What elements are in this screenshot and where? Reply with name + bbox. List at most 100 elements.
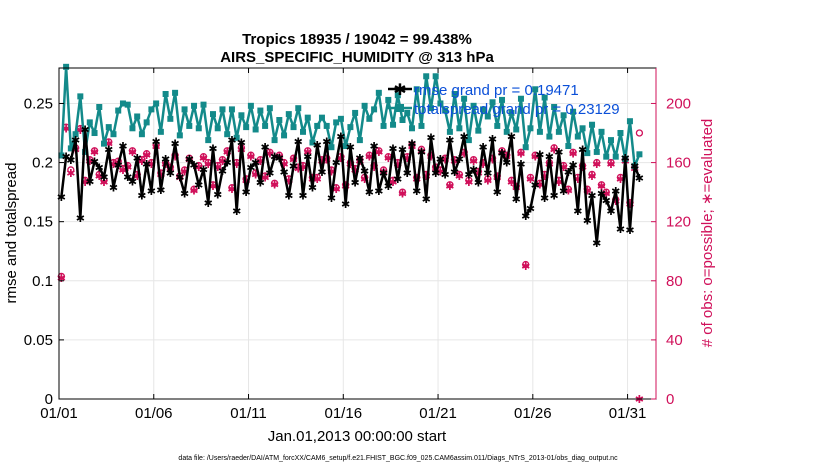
- rmse-point: ✱: [488, 134, 497, 146]
- obs-evaluated-point: ✱: [246, 152, 255, 164]
- totalspread-point: [153, 100, 160, 107]
- totalspread-point: [342, 143, 349, 150]
- obs-evaluated-point: ✱: [365, 152, 374, 164]
- rmse-point: ✱: [559, 186, 568, 198]
- totalspread-point: [233, 134, 240, 141]
- totalspread-point: [399, 117, 406, 124]
- obs-evaluated-point: ✱: [223, 147, 232, 159]
- obs-evaluated-point: ✱: [422, 171, 431, 183]
- obs-possible-point: [522, 260, 530, 269]
- obs-evaluated-point: ✱: [592, 159, 601, 171]
- obs-evaluated-point: ✱: [602, 189, 611, 201]
- obs-evaluated-point: ✱: [436, 166, 445, 178]
- y-tick-label-right: 120: [666, 214, 691, 231]
- obs-evaluated-point: ✱: [95, 171, 104, 183]
- obs-evaluated-point: ✱: [526, 174, 535, 186]
- obs-evaluated-point: ✱: [123, 162, 132, 174]
- totalspread-point: [570, 108, 577, 115]
- obs-evaluated-point: ✱: [426, 152, 435, 164]
- obs-evaluated-point: ✱: [374, 147, 383, 159]
- rmse-point: ✱: [625, 225, 634, 237]
- obs-evaluated-point: ✱: [450, 156, 459, 168]
- obs-evaluated-point: ✱: [384, 153, 393, 165]
- obs-possible-point: [531, 151, 539, 159]
- totalspread-point: [480, 106, 487, 113]
- totalspread-point: [465, 137, 472, 144]
- rmse-point: ✱: [223, 158, 232, 170]
- rmse-point: ✱: [564, 167, 573, 179]
- rmse-point: ✱: [123, 172, 132, 184]
- obs-evaluated-point: ✱: [303, 147, 312, 159]
- rmse-point: ✱: [289, 161, 298, 173]
- obs-evaluated-point: ✱: [483, 175, 492, 187]
- rmse-point: ✱: [303, 152, 312, 164]
- chart-subtitle: AIRS_SPECIFIC_HUMIDITY @ 313 hPa: [220, 49, 494, 66]
- totalspread-point: [91, 130, 98, 137]
- obs-evaluated-point: ✱: [393, 159, 402, 171]
- rmse-point: ✱: [507, 132, 516, 144]
- obs-evaluated-point: ✱: [317, 156, 326, 168]
- rmse-point: ✱: [407, 139, 416, 151]
- totalspread-point: [442, 107, 449, 114]
- obs-possible-point: [550, 144, 558, 152]
- totalspread-point: [579, 125, 586, 132]
- obs-possible-point: [218, 155, 227, 164]
- totalspread-point: [352, 109, 359, 116]
- obs-evaluated-point: ✱: [369, 162, 378, 174]
- legend-spread-marker: [396, 104, 404, 112]
- obs-evaluated-point: ✱: [332, 184, 341, 196]
- rmse-point: ✱: [242, 187, 251, 199]
- totalspread-point: [304, 114, 311, 121]
- rmse-point: ✱: [441, 169, 450, 181]
- obs-evaluated-point: ✱: [118, 165, 127, 177]
- rmse-point: ✱: [213, 189, 222, 201]
- totalspread-point: [565, 143, 572, 150]
- totalspread-point: [555, 128, 562, 135]
- obs-evaluated-point: ✱: [516, 149, 525, 161]
- totalspread-point: [470, 102, 477, 109]
- totalspread-point: [508, 109, 515, 116]
- rmse-point: ✱: [204, 198, 213, 210]
- rmse-point: ✱: [279, 167, 288, 179]
- rmse-point: ✱: [327, 193, 336, 205]
- rmse-point: ✱: [294, 136, 303, 148]
- rmse-point: ✱: [573, 206, 582, 218]
- totalspread-point: [607, 137, 614, 144]
- rmse-point: ✱: [175, 172, 184, 184]
- obs-possible-point: [484, 175, 492, 183]
- obs-evaluated-point: ✱: [322, 155, 331, 167]
- totalspread-point: [499, 96, 506, 103]
- rmse-point: ✱: [369, 141, 378, 153]
- rmse-point: ✱: [161, 154, 170, 166]
- rmse-point: ✱: [95, 162, 104, 174]
- rmse-point: ✱: [526, 204, 535, 216]
- obs-possible-point: [57, 272, 66, 281]
- obs-evaluated-point: ✱: [133, 171, 142, 183]
- obs-evaluated-point: ✱: [137, 156, 146, 168]
- rmse-point: ✱: [459, 132, 468, 144]
- rmse-point: ✱: [469, 165, 478, 177]
- totalspread-point: [200, 101, 207, 108]
- obs-evaluated-point: ✱: [189, 186, 198, 198]
- totalspread-point: [366, 115, 373, 122]
- rmse-point: ✱: [445, 135, 454, 147]
- totalspread-point: [176, 132, 183, 139]
- obs-evaluated-point: ✱: [531, 152, 540, 164]
- obs-evaluated-point: ✱: [265, 149, 274, 161]
- rmse-point: ✱: [336, 132, 345, 144]
- rmse-point: ✱: [502, 158, 511, 170]
- rmse-point: ✱: [317, 167, 326, 179]
- totalspread-point: [257, 107, 264, 114]
- rmse-point: ✱: [237, 137, 246, 149]
- totalspread-point: [157, 128, 164, 135]
- rmse-point: ✱: [606, 206, 615, 218]
- totalspread-point: [314, 122, 321, 129]
- rmse-point: ✱: [355, 153, 364, 165]
- rmse-point: ✱: [128, 176, 137, 188]
- totalspread-point: [172, 89, 179, 96]
- rmse-point: ✱: [99, 172, 108, 184]
- totalspread-point: [527, 125, 534, 132]
- totalspread-point: [134, 113, 141, 120]
- y-tick-label-right: 200: [666, 95, 691, 112]
- rmse-point: ✱: [474, 178, 483, 190]
